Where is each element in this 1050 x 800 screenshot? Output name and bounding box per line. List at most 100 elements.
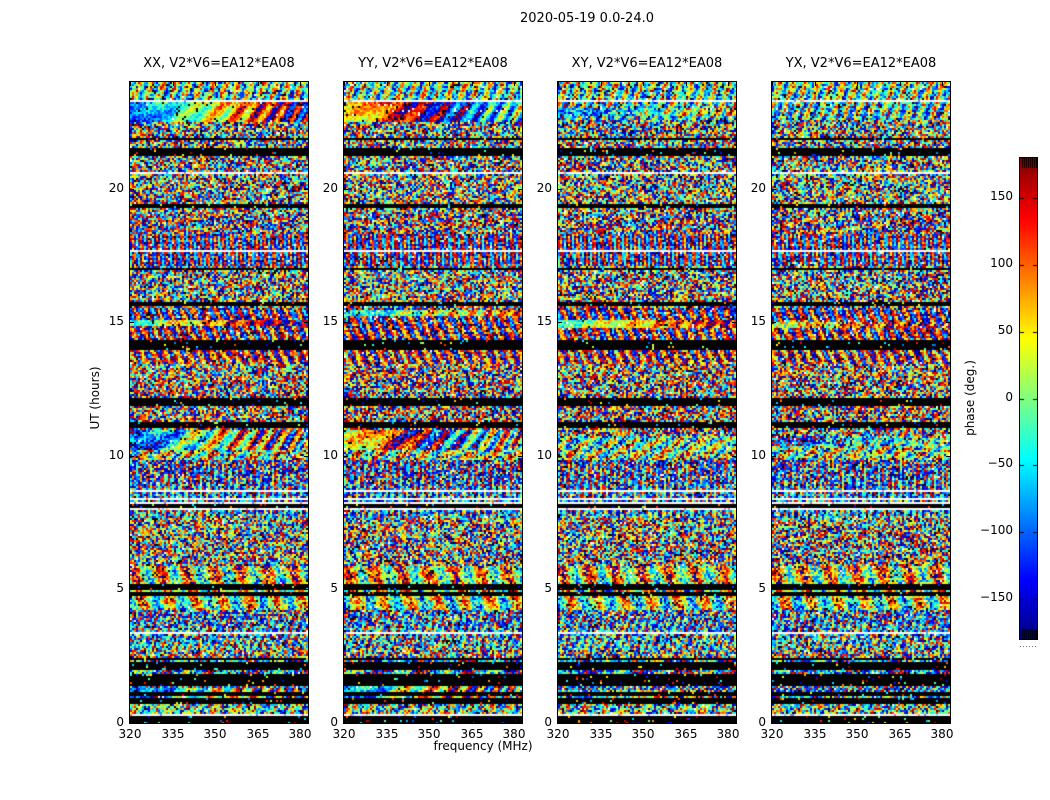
- x-tick-label: 365: [460, 727, 484, 741]
- x-tick-label: 350: [203, 727, 227, 741]
- y-tick-mark: [344, 456, 348, 457]
- y-tick-mark: [344, 589, 348, 590]
- heatmap-canvas: [772, 82, 950, 723]
- x-tick-label: 320: [118, 727, 142, 741]
- colorbar-tick-label: −150: [980, 590, 1013, 604]
- colorbar-tick-label: 100: [990, 256, 1013, 270]
- y-tick-mark: [946, 189, 950, 190]
- y-tick-label: 5: [330, 581, 338, 595]
- x-tick-mark: [728, 82, 729, 86]
- y-tick-mark: [946, 322, 950, 323]
- y-tick-mark: [732, 722, 736, 723]
- y-tick-mark: [130, 322, 134, 323]
- x-tick-mark: [300, 719, 301, 723]
- x-tick-mark: [643, 82, 644, 86]
- x-tick-mark: [215, 82, 216, 86]
- x-tick-mark: [514, 82, 515, 86]
- x-tick-label: 320: [546, 727, 570, 741]
- y-tick-label: 20: [108, 181, 124, 195]
- x-tick-label: 320: [332, 727, 356, 741]
- x-axis-label: frequency (MHz): [433, 739, 533, 753]
- colorbar-tick-label: 0: [1005, 390, 1013, 404]
- x-tick-label: 320: [760, 727, 784, 741]
- y-tick-label: 20: [536, 181, 552, 195]
- heatmap-canvas: [344, 82, 522, 723]
- y-tick-label: 0: [330, 715, 338, 729]
- heatmap-panel: [557, 81, 737, 724]
- x-tick-mark: [173, 719, 174, 723]
- x-tick-mark: [344, 719, 345, 723]
- x-tick-mark: [857, 82, 858, 86]
- y-tick-label: 10: [108, 448, 124, 462]
- y-tick-mark: [558, 189, 562, 190]
- y-tick-mark: [518, 456, 522, 457]
- y-tick-mark: [558, 589, 562, 590]
- y-tick-mark: [518, 189, 522, 190]
- x-tick-mark: [472, 719, 473, 723]
- x-tick-mark: [815, 719, 816, 723]
- panel-title: YY, V2*V6=EA12*EA08: [358, 56, 508, 71]
- heatmap-canvas: [558, 82, 736, 723]
- y-tick-mark: [518, 322, 522, 323]
- x-tick-mark: [258, 82, 259, 86]
- x-tick-label: 380: [716, 727, 740, 741]
- x-tick-label: 365: [674, 727, 698, 741]
- x-tick-mark: [173, 82, 174, 86]
- y-tick-mark: [946, 589, 950, 590]
- y-tick-label: 0: [116, 715, 124, 729]
- x-tick-label: 335: [589, 727, 613, 741]
- x-tick-mark: [558, 82, 559, 86]
- y-tick-label: 5: [758, 581, 766, 595]
- y-tick-label: 15: [322, 314, 338, 328]
- y-tick-label: 10: [536, 448, 552, 462]
- y-tick-mark: [732, 322, 736, 323]
- x-tick-mark: [130, 719, 131, 723]
- x-tick-mark: [772, 719, 773, 723]
- colorbar-tick-label: −50: [987, 456, 1013, 470]
- y-tick-mark: [732, 189, 736, 190]
- x-tick-label: 365: [888, 727, 912, 741]
- x-tick-mark: [900, 719, 901, 723]
- colorbar-end-dots: [1020, 646, 1038, 647]
- x-tick-mark: [344, 82, 345, 86]
- x-tick-mark: [472, 82, 473, 86]
- y-tick-mark: [304, 322, 308, 323]
- y-tick-label: 0: [544, 715, 552, 729]
- colorbar-gradient: [1020, 158, 1037, 639]
- heatmap-panel: [129, 81, 309, 724]
- x-tick-label: 335: [375, 727, 399, 741]
- x-tick-mark: [772, 82, 773, 86]
- y-tick-label: 5: [544, 581, 552, 595]
- y-tick-mark: [558, 322, 562, 323]
- heatmap-panel: [343, 81, 523, 724]
- x-tick-mark: [942, 82, 943, 86]
- heatmap-canvas: [130, 82, 308, 723]
- panel-title: XX, V2*V6=EA12*EA08: [143, 56, 295, 71]
- y-tick-mark: [558, 456, 562, 457]
- x-tick-mark: [130, 82, 131, 86]
- x-tick-mark: [601, 82, 602, 86]
- y-tick-mark: [130, 722, 134, 723]
- y-tick-mark: [732, 456, 736, 457]
- y-tick-label: 15: [536, 314, 552, 328]
- x-tick-label: 335: [161, 727, 185, 741]
- y-tick-mark: [518, 589, 522, 590]
- panel-title: XY, V2*V6=EA12*EA08: [571, 56, 723, 71]
- y-tick-mark: [772, 589, 776, 590]
- x-tick-mark: [686, 82, 687, 86]
- x-tick-mark: [300, 82, 301, 86]
- y-tick-mark: [772, 456, 776, 457]
- x-tick-mark: [258, 719, 259, 723]
- y-tick-label: 5: [116, 581, 124, 595]
- y-tick-mark: [518, 722, 522, 723]
- x-tick-mark: [815, 82, 816, 86]
- x-tick-mark: [387, 719, 388, 723]
- y-tick-mark: [946, 456, 950, 457]
- y-tick-mark: [344, 722, 348, 723]
- figure-title: 2020-05-19 0.0-24.0: [520, 11, 654, 26]
- colorbar-tick-label: 50: [997, 323, 1013, 337]
- x-tick-mark: [900, 82, 901, 86]
- y-tick-label: 10: [322, 448, 338, 462]
- y-tick-mark: [130, 456, 134, 457]
